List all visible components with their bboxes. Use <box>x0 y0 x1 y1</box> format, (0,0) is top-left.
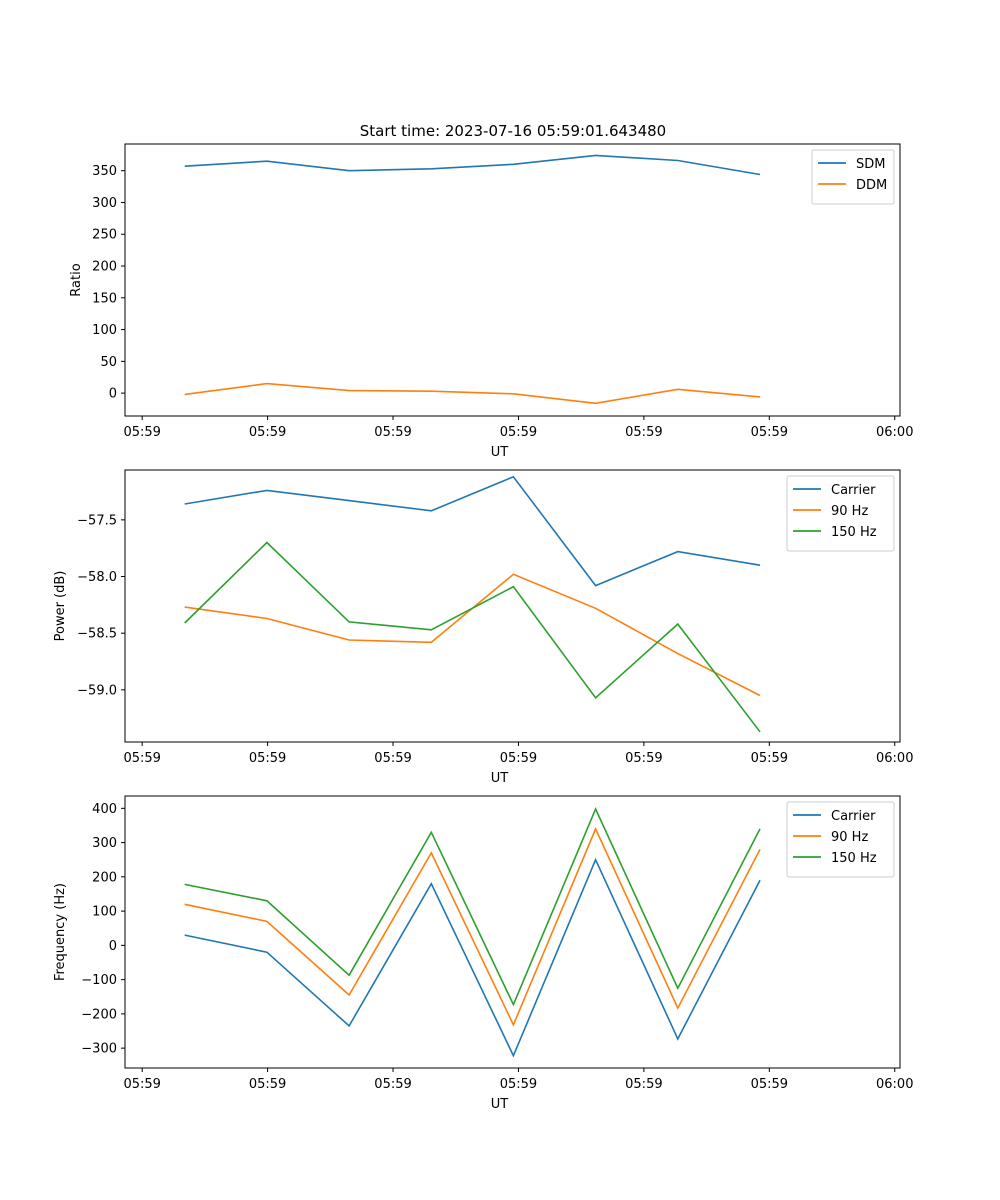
x-tick-label: 06:00 <box>876 751 913 766</box>
x-tick-label: 05:59 <box>625 1077 662 1092</box>
x-tick-label: 05:59 <box>625 425 662 440</box>
x-axis-label: UT <box>491 1097 509 1112</box>
axes-frame <box>124 469 901 743</box>
panels: 05:59 05:59 05:59 05:59 05:59 05:59 06:00 0 50 10… <box>53 143 913 1112</box>
x-tick-label: 05:59 <box>500 751 537 766</box>
series-line-carrier <box>184 857 761 1058</box>
legend-label: DDM <box>856 178 887 193</box>
x-axis-label: UT <box>491 771 509 786</box>
y-tick-label: 100 <box>92 323 117 338</box>
legend-label: 90 Hz <box>831 830 868 845</box>
legend-label: Carrier <box>831 483 876 498</box>
y-tick-label: −300 <box>81 1042 117 1057</box>
x-tick-label: 05:59 <box>500 1077 537 1092</box>
chart-panel-2: 05:59 05:59 05:59 05:59 05:59 05:59 06:00 −57.5… <box>53 469 913 786</box>
y-tick-label: 50 <box>100 355 117 370</box>
series-line-sdm <box>184 154 761 176</box>
legend-label: SDM <box>856 157 885 172</box>
chart-panel-1: 05:59 05:59 05:59 05:59 05:59 05:59 06:00 0 50 10… <box>69 143 913 460</box>
y-tick-label: −100 <box>81 973 117 988</box>
legend: SDM DDM <box>811 149 895 205</box>
series-line-150-hz <box>184 541 761 733</box>
y-tick-label: 300 <box>92 196 117 211</box>
x-axis-label: UT <box>491 445 509 460</box>
y-axis-label: Power (dB) <box>53 571 68 642</box>
y-tick-label: 350 <box>92 164 117 179</box>
x-tick-label: 05:59 <box>500 425 537 440</box>
legend: Carrier 90 Hz 150 Hz <box>786 801 895 878</box>
legend-label: 150 Hz <box>831 851 877 866</box>
y-axis-label: Ratio <box>69 263 84 296</box>
x-tick-label: 05:59 <box>249 751 286 766</box>
axes-frame <box>124 143 901 417</box>
series-line-150-hz <box>184 807 761 1007</box>
figure-title: Start time: 2023-07-16 05:59:01.643480 <box>360 122 666 140</box>
chart-panel-3: 05:59 05:59 05:59 05:59 05:59 05:59 06:00 −300 −… <box>53 795 913 1112</box>
x-tick-label: 05:59 <box>123 751 160 766</box>
y-tick-label: 250 <box>92 228 117 243</box>
y-tick-label: 150 <box>92 291 117 306</box>
x-tick-label: 05:59 <box>751 1077 788 1092</box>
legend: Carrier 90 Hz 150 Hz <box>786 475 895 552</box>
x-tick-label: 05:59 <box>123 425 160 440</box>
legend-label: 150 Hz <box>831 525 877 540</box>
legend-label: Carrier <box>831 809 876 824</box>
series-line-90-hz <box>184 826 761 1027</box>
y-axis-label: Frequency (Hz) <box>53 883 68 981</box>
axes-frame <box>124 795 901 1069</box>
series-line-carrier <box>184 475 761 587</box>
y-tick-label: −58.0 <box>77 570 117 585</box>
x-tick-label: 05:59 <box>123 1077 160 1092</box>
y-tick-label: 200 <box>92 870 117 885</box>
x-tick-label: 06:00 <box>876 1077 913 1092</box>
series-line-ddm <box>184 382 761 405</box>
y-tick-label: 200 <box>92 260 117 275</box>
y-tick-label: −57.5 <box>77 513 117 528</box>
y-tick-label: −200 <box>81 1007 117 1022</box>
y-tick-label: −59.0 <box>77 683 117 698</box>
x-tick-label: 05:59 <box>249 1077 286 1092</box>
x-tick-label: 05:59 <box>249 425 286 440</box>
y-tick-label: 0 <box>109 939 117 954</box>
legend-box <box>786 475 895 552</box>
y-tick-label: 400 <box>92 802 117 817</box>
x-tick-label: 05:59 <box>374 1077 411 1092</box>
y-tick-label: 100 <box>92 905 117 920</box>
legend-label: 90 Hz <box>831 504 868 519</box>
y-tick-label: 300 <box>92 836 117 851</box>
x-tick-label: 05:59 <box>751 751 788 766</box>
x-tick-label: 06:00 <box>876 425 913 440</box>
legend-box <box>786 801 895 878</box>
x-tick-label: 05:59 <box>374 425 411 440</box>
x-tick-label: 05:59 <box>625 751 662 766</box>
x-tick-label: 05:59 <box>751 425 788 440</box>
y-tick-label: −58.5 <box>77 627 117 642</box>
y-tick-label: 0 <box>109 387 117 402</box>
x-tick-label: 05:59 <box>374 751 411 766</box>
